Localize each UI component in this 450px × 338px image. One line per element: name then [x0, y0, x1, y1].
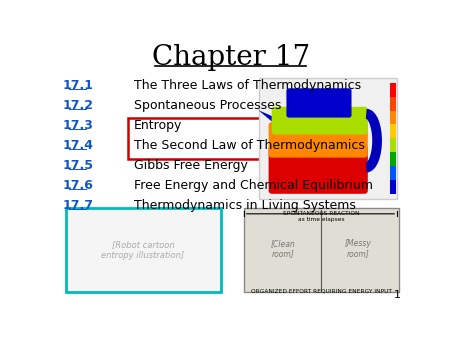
Bar [127, 118, 298, 159]
Text: [Robot cartoon
entropy illustration]: [Robot cartoon entropy illustration] [102, 240, 184, 260]
Bar [244, 209, 399, 292]
Text: The Second Law of Thermodynamics: The Second Law of Thermodynamics [134, 139, 365, 152]
Bar [390, 124, 396, 138]
Bar [390, 111, 396, 124]
Text: The Three Laws of Thermodynamics: The Three Laws of Thermodynamics [134, 79, 361, 92]
Polygon shape [252, 104, 272, 121]
FancyBboxPatch shape [269, 122, 368, 158]
Text: 17.5: 17.5 [63, 159, 94, 172]
Text: 17.3: 17.3 [63, 119, 94, 132]
Text: SPONTANEOUS REACTION
as time elapses: SPONTANEOUS REACTION as time elapses [283, 212, 360, 222]
Text: Entropy: Entropy [134, 119, 182, 132]
Text: 17.2: 17.2 [63, 99, 94, 112]
Text: [Messy
room]: [Messy room] [345, 239, 372, 258]
Text: 17.1: 17.1 [63, 79, 94, 92]
Bar [390, 83, 396, 97]
Text: Spontaneous Processes: Spontaneous Processes [134, 99, 281, 112]
Bar [66, 209, 220, 292]
FancyBboxPatch shape [287, 88, 351, 118]
Text: 17.6: 17.6 [63, 179, 94, 192]
Text: 17.7: 17.7 [63, 199, 94, 212]
Text: ORGANIZED EFFORT REQUIRING ENERGY INPUT: ORGANIZED EFFORT REQUIRING ENERGY INPUT [251, 288, 392, 293]
Text: Chapter 17: Chapter 17 [152, 44, 310, 71]
Bar [390, 180, 396, 194]
Text: 17.4: 17.4 [63, 139, 94, 152]
Text: Free Energy and Chemical Equilibrium: Free Energy and Chemical Equilibrium [134, 179, 373, 192]
FancyBboxPatch shape [272, 107, 368, 135]
Bar [259, 77, 397, 199]
Text: 1: 1 [394, 290, 401, 300]
Text: Gibbs Free Energy: Gibbs Free Energy [134, 159, 248, 172]
Bar [390, 152, 396, 166]
Bar [390, 138, 396, 152]
Bar [390, 166, 396, 180]
FancyBboxPatch shape [269, 145, 368, 194]
Text: Thermodynamics in Living Systems: Thermodynamics in Living Systems [134, 199, 356, 212]
Bar [390, 97, 396, 111]
Text: [Clean
room]: [Clean room] [271, 239, 296, 258]
